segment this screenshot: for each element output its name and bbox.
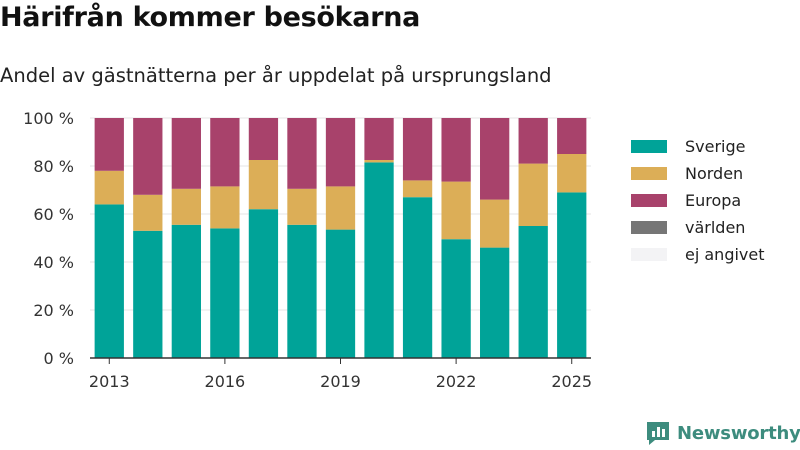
bar-segment-europa — [441, 118, 471, 182]
newsworthy-brand[interactable]: Newsworthy — [645, 420, 800, 446]
bar-segment-norden — [94, 170, 124, 205]
bar-segment-europa — [402, 118, 433, 181]
x-tick-label: 2013 — [89, 372, 130, 391]
bar-segment-europa — [364, 118, 394, 160]
chart-subtitle: Andel av gästnätterna per år uppdelat på… — [0, 64, 552, 87]
legend-swatch-ej-angivet — [631, 248, 667, 261]
bar-segment-sverige — [557, 192, 587, 358]
bar-segment-sverige — [325, 229, 356, 358]
bar-segment-sverige — [287, 224, 317, 358]
legend-item-europa[interactable]: Europa — [631, 187, 765, 214]
legend-swatch-sverige — [631, 140, 667, 153]
y-tick-label: 60 % — [33, 205, 74, 224]
legend-label-ej-angivet: ej angivet — [685, 245, 765, 264]
x-tick-label: 2025 — [551, 372, 592, 391]
legend-item-norden[interactable]: Norden — [631, 160, 765, 187]
y-tick-label: 20 % — [33, 301, 74, 320]
bar-segment-sverige — [518, 226, 548, 358]
bar-segment-norden — [364, 160, 394, 163]
bar-segment-europa — [210, 118, 240, 187]
legend-swatch-norden — [631, 167, 667, 180]
x-tick-label: 2016 — [205, 372, 246, 391]
newsworthy-logo-icon — [647, 422, 669, 445]
y-tick-label: 80 % — [33, 157, 74, 176]
legend-item-varlden[interactable]: världen — [631, 214, 765, 241]
legend-swatch-europa — [631, 194, 667, 207]
x-tick-label: 2019 — [320, 372, 361, 391]
legend-item-ej-angivet[interactable]: ej angivet — [631, 241, 765, 268]
bar-segment-europa — [133, 118, 163, 195]
bar-segment-norden — [402, 180, 433, 198]
bar-segment-sverige — [133, 230, 163, 358]
chart-title: Härifrån kommer besökarna — [0, 2, 421, 33]
y-tick-label: 40 % — [33, 253, 74, 272]
bar-segment-sverige — [210, 228, 240, 358]
bar-segment-sverige — [94, 204, 124, 358]
legend-item-sverige[interactable]: Sverige — [631, 133, 765, 160]
bar-segment-europa — [325, 118, 356, 187]
bar-segment-norden — [557, 154, 587, 193]
bar-segment-norden — [325, 186, 356, 230]
bar-segment-sverige — [364, 162, 394, 358]
bar-segment-europa — [171, 118, 201, 189]
bar-segment-europa — [287, 118, 317, 189]
brand-name: Newsworthy — [677, 422, 800, 444]
bar-segment-sverige — [171, 224, 201, 358]
bar-segment-norden — [248, 160, 279, 210]
bar-segment-norden — [287, 188, 317, 225]
bar-segment-sverige — [441, 239, 471, 358]
bar-segment-norden — [441, 181, 471, 240]
bar-segment-norden — [518, 163, 548, 226]
legend-label-sverige: Sverige — [685, 137, 746, 156]
bar-segment-europa — [94, 118, 124, 171]
bar-segment-sverige — [402, 197, 433, 358]
bar-segment-sverige — [248, 209, 279, 358]
legend-label-norden: Norden — [685, 164, 744, 183]
x-tick-label: 2022 — [436, 372, 477, 391]
bar-segment-europa — [518, 118, 548, 164]
bar-segment-europa — [557, 118, 587, 154]
bar-segment-europa — [248, 118, 279, 160]
y-tick-label: 0 % — [44, 349, 74, 368]
bar-segment-norden — [133, 194, 163, 231]
legend-swatch-varlden — [631, 221, 667, 234]
chart-legend: Sverige Norden Europa världen ej angivet — [631, 133, 765, 268]
y-tick-label: 100 % — [23, 109, 74, 128]
bar-segment-norden — [210, 186, 240, 229]
bar-segment-europa — [480, 118, 510, 200]
bar-segment-sverige — [480, 247, 510, 358]
bar-segment-norden — [480, 199, 510, 248]
legend-label-europa: Europa — [685, 191, 742, 210]
bar-segment-norden — [171, 188, 201, 225]
legend-label-varlden: världen — [685, 218, 746, 237]
